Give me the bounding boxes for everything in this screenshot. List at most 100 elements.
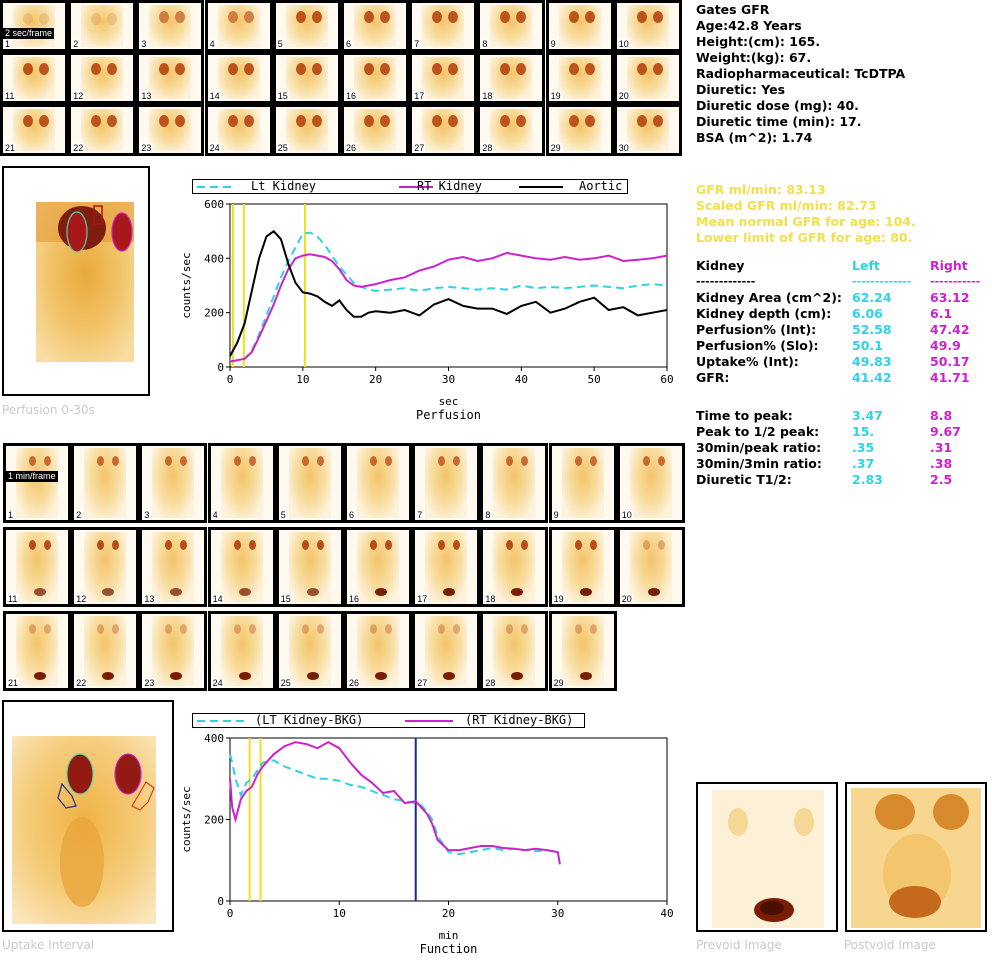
frame-thumbnail: 13 bbox=[136, 52, 205, 104]
kidney-table-right-value: 63.12 bbox=[930, 290, 970, 305]
kidney-blob bbox=[516, 11, 527, 23]
frame-number: 19 bbox=[552, 594, 565, 604]
frame-image bbox=[629, 448, 672, 518]
frame-rate-tag: 1 min/frame bbox=[6, 471, 58, 482]
x-axis-label: min bbox=[439, 929, 459, 942]
frame-number: 29 bbox=[549, 143, 562, 153]
kidney-table-left-value: .35 bbox=[852, 440, 875, 455]
kidney-blob bbox=[23, 63, 33, 75]
x-tick-label: 20 bbox=[442, 907, 455, 920]
frame-image bbox=[626, 57, 669, 99]
kidney-table-left-value: 62.24 bbox=[852, 290, 892, 305]
y-axis-label: counts/sec bbox=[180, 786, 193, 852]
kidney-table-label: 30min/peak ratio: bbox=[696, 440, 822, 455]
kidney-table-label: 30min/3min ratio: bbox=[696, 456, 822, 471]
kidney-blob bbox=[159, 115, 170, 127]
diuretic: Diuretic: Yes bbox=[696, 82, 786, 97]
kidney-blob bbox=[97, 624, 105, 634]
frame-thumbnail: 18 bbox=[477, 52, 546, 104]
kidney-table-left-value: 52.58 bbox=[852, 322, 892, 337]
radiopharmaceutical: Radiopharmaceutical: TcDTPA bbox=[696, 66, 906, 81]
kidney-blob bbox=[521, 624, 529, 634]
kidney-blob bbox=[107, 115, 118, 127]
kidney-blob bbox=[248, 540, 256, 550]
kidney-blob bbox=[233, 540, 241, 550]
kidney-blob bbox=[521, 456, 529, 466]
frame-thumbnail: 15 bbox=[275, 527, 344, 607]
kidney-blob bbox=[248, 456, 256, 466]
frame-thumbnail: 10 bbox=[613, 0, 682, 52]
perfusion-image bbox=[2, 166, 150, 396]
patient-height: Height:(cm): 165. bbox=[696, 34, 821, 49]
kidney-table-left-value: 49.83 bbox=[852, 354, 892, 369]
frame-number: 12 bbox=[72, 91, 85, 101]
y-tick-label: 400 bbox=[204, 252, 224, 265]
kidney-table-right-value: .31 bbox=[930, 440, 953, 455]
frame-number: 28 bbox=[481, 143, 494, 153]
x-tick-label: 40 bbox=[515, 373, 528, 386]
kidney-blob bbox=[107, 13, 118, 25]
kidney-blob bbox=[159, 11, 170, 23]
frame-image bbox=[13, 5, 55, 47]
kidney-blob bbox=[248, 624, 256, 634]
kidney-blob bbox=[500, 63, 511, 75]
bladder-blob bbox=[102, 588, 115, 596]
kidney-blob bbox=[311, 63, 322, 75]
frame-image bbox=[217, 57, 260, 99]
frame-thumbnail: 9 bbox=[545, 0, 614, 52]
kidney-blob bbox=[180, 540, 188, 550]
kidney-table-right-value: 9.67 bbox=[930, 424, 961, 439]
frame-number: 10 bbox=[620, 510, 633, 520]
x-tick-label: 30 bbox=[551, 907, 564, 920]
frame-number: 18 bbox=[481, 91, 494, 101]
kidney-blob bbox=[165, 540, 173, 550]
kidney-blob bbox=[180, 624, 188, 634]
bladder-blob bbox=[238, 588, 251, 596]
table-header-label: Kidney bbox=[696, 258, 745, 273]
kidney-blob bbox=[516, 63, 527, 75]
bladder-blob bbox=[443, 672, 456, 680]
diuretic-time: Diuretic time (min): 17. bbox=[696, 114, 862, 129]
kidney-blob bbox=[584, 11, 595, 23]
frame-thumbnail: 17 bbox=[412, 527, 481, 607]
kidney-blob bbox=[453, 456, 461, 466]
bladder-blob bbox=[511, 672, 524, 680]
frame-number: 26 bbox=[345, 143, 358, 153]
frame-image bbox=[558, 5, 601, 47]
frame-number: 13 bbox=[140, 91, 153, 101]
kidney-blob bbox=[29, 456, 36, 466]
patient-age: Age:42.8 Years bbox=[696, 18, 802, 33]
frame-image bbox=[285, 5, 328, 47]
kidney-blob bbox=[316, 540, 324, 550]
frame-number: 8 bbox=[481, 39, 489, 49]
x-tick-label: 30 bbox=[442, 373, 455, 386]
kidney-blob bbox=[364, 63, 374, 75]
frame-image bbox=[354, 5, 396, 47]
legend-rt-kidney: RT Kidney bbox=[417, 179, 483, 193]
kidney-table-left-value: 50.1 bbox=[852, 338, 883, 353]
kidney-blob bbox=[568, 115, 579, 127]
frame-number: 11 bbox=[4, 91, 16, 101]
frame-image bbox=[422, 109, 465, 151]
kidney-blob bbox=[364, 11, 374, 23]
kidney-blob bbox=[112, 624, 120, 634]
kidney-table-right-value: 49.9 bbox=[930, 338, 961, 353]
frame-image bbox=[626, 109, 669, 151]
frame-number: 24 bbox=[211, 678, 224, 688]
x-tick-label: 0 bbox=[227, 907, 234, 920]
kidney-blob bbox=[227, 115, 238, 127]
kidney-blob bbox=[584, 63, 595, 75]
frame-number: 7 bbox=[413, 39, 421, 49]
kidney-blob bbox=[652, 11, 663, 23]
frame-image bbox=[217, 109, 260, 151]
frame-thumbnail: 20 bbox=[613, 52, 682, 104]
frame-thumbnail: 25 bbox=[272, 104, 341, 156]
frame-number: 20 bbox=[620, 594, 633, 604]
frame-number: 6 bbox=[345, 39, 353, 49]
mean-normal-gfr: Mean normal GFR for age: 104. bbox=[696, 214, 916, 229]
kidney-blob bbox=[574, 540, 582, 550]
frame-image bbox=[357, 448, 399, 518]
frame-thumbnail: 12 bbox=[71, 527, 140, 607]
kidney-table-right-value: .38 bbox=[930, 456, 953, 471]
kidney-blob bbox=[316, 456, 324, 466]
